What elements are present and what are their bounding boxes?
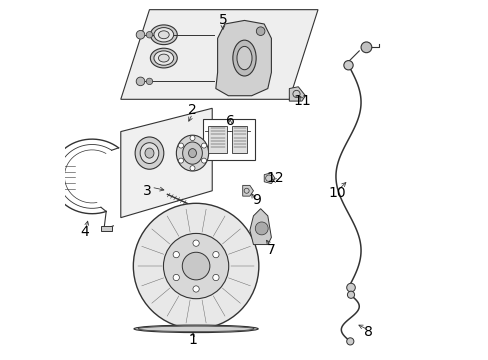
Ellipse shape: [154, 51, 173, 65]
Circle shape: [346, 283, 355, 292]
Polygon shape: [249, 209, 271, 244]
Circle shape: [212, 252, 219, 258]
Circle shape: [201, 143, 206, 148]
Ellipse shape: [150, 25, 177, 45]
Circle shape: [212, 274, 219, 281]
Text: 9: 9: [252, 193, 261, 207]
Ellipse shape: [140, 143, 159, 163]
Polygon shape: [242, 185, 253, 196]
Circle shape: [146, 32, 152, 38]
Circle shape: [201, 158, 206, 163]
Bar: [203, 119, 255, 160]
Circle shape: [255, 222, 267, 235]
Ellipse shape: [182, 142, 202, 164]
Ellipse shape: [144, 148, 154, 158]
Circle shape: [136, 31, 144, 39]
Text: 6: 6: [225, 114, 234, 128]
Circle shape: [146, 78, 152, 85]
Text: 8: 8: [363, 325, 372, 339]
Circle shape: [346, 291, 354, 298]
Circle shape: [133, 203, 258, 329]
Ellipse shape: [150, 48, 177, 68]
Ellipse shape: [158, 31, 169, 39]
Bar: [101, 226, 111, 231]
Circle shape: [256, 27, 264, 36]
Ellipse shape: [176, 135, 208, 171]
Circle shape: [178, 158, 183, 163]
Ellipse shape: [158, 54, 169, 62]
Ellipse shape: [237, 46, 251, 70]
Text: 2: 2: [188, 103, 197, 117]
Ellipse shape: [232, 40, 256, 76]
Text: 5: 5: [218, 13, 227, 27]
Polygon shape: [121, 10, 317, 99]
Ellipse shape: [188, 149, 196, 158]
Ellipse shape: [134, 325, 258, 333]
Text: 4: 4: [81, 225, 89, 239]
Circle shape: [193, 286, 199, 292]
Circle shape: [163, 233, 228, 299]
Polygon shape: [208, 126, 226, 153]
Polygon shape: [121, 108, 212, 218]
Circle shape: [360, 42, 371, 53]
Circle shape: [136, 77, 144, 86]
Circle shape: [343, 60, 352, 70]
Ellipse shape: [154, 28, 173, 42]
Circle shape: [182, 252, 209, 280]
Polygon shape: [232, 126, 247, 153]
Polygon shape: [215, 21, 271, 96]
Text: 10: 10: [328, 185, 346, 199]
Circle shape: [173, 274, 179, 281]
Text: 7: 7: [266, 243, 275, 257]
Text: 3: 3: [143, 184, 152, 198]
Ellipse shape: [135, 137, 163, 169]
Circle shape: [173, 252, 179, 258]
Polygon shape: [289, 87, 305, 101]
Text: 1: 1: [188, 333, 197, 347]
Text: 12: 12: [265, 171, 283, 185]
Circle shape: [190, 166, 195, 171]
Circle shape: [193, 240, 199, 246]
Circle shape: [190, 135, 195, 140]
Text: 11: 11: [292, 94, 310, 108]
Circle shape: [346, 338, 353, 345]
Circle shape: [178, 143, 183, 148]
Polygon shape: [264, 173, 274, 184]
